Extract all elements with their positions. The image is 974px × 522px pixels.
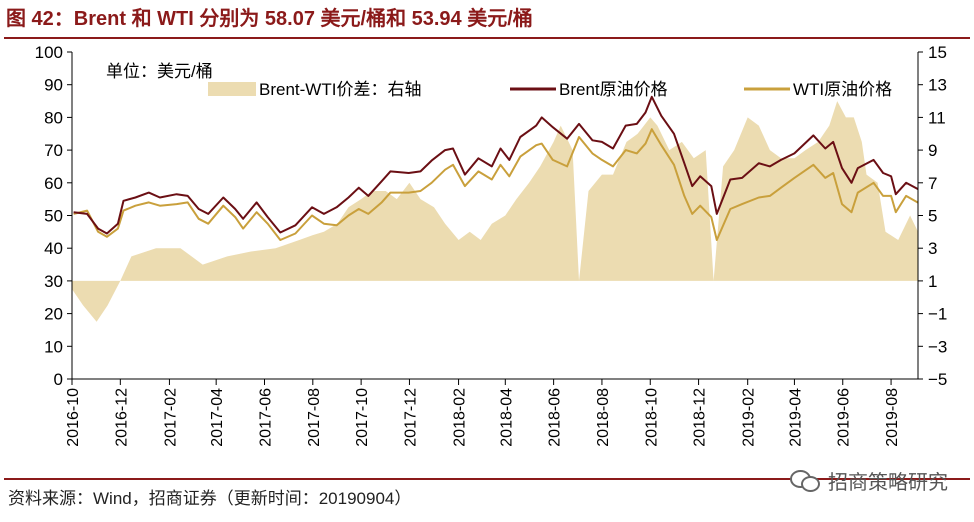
y-right-tick-label: −1: [928, 305, 947, 324]
legend: 单位：美元/桶 Brent-WTI价差：右轴 Brent原油价格 WTI原油价格: [106, 62, 892, 99]
x-tick-label: 2018-02: [452, 388, 469, 447]
y-left-tick-label: 70: [44, 141, 63, 160]
x-tick-label: 2017-08: [306, 388, 323, 447]
legend-label-wti: WTI原油价格: [793, 80, 892, 99]
watermark-text: 招商策略研究: [828, 472, 948, 494]
x-tick-label: 2017-10: [354, 388, 371, 447]
x-tick-label: 2017-04: [209, 388, 226, 447]
x-tick-label: 2017-06: [257, 388, 274, 447]
wechat-icon: [790, 469, 820, 492]
x-tick-label: 2019-04: [787, 388, 804, 447]
y-left-tick-label: 80: [44, 108, 63, 127]
x-tick-label: 2018-06: [547, 388, 564, 447]
x-tick-label: 2018-08: [595, 388, 612, 447]
y-right-tick-label: 11: [928, 108, 946, 127]
x-tick-label: 2016-10: [65, 388, 82, 447]
x-tick-label: 2018-04: [498, 388, 515, 447]
brent-line: [73, 95, 918, 235]
y-right-tick-label: −5: [928, 370, 947, 389]
y-right-tick-label: 15: [928, 43, 947, 62]
spread-area: [72, 101, 918, 322]
x-tick-label: 2019-06: [836, 388, 853, 447]
chart-title: 图 42：Brent 和 WTI 分别为 58.07 美元/桶和 53.94 美…: [6, 8, 533, 30]
x-tick-label: 2016-12: [113, 388, 130, 447]
axes-layer: 0102030405060708090100−5−3−1135791113152…: [35, 43, 948, 447]
y-left-tick-label: 20: [44, 305, 63, 324]
y-left-tick-label: 50: [44, 207, 63, 226]
y-left-tick-label: 100: [35, 43, 63, 62]
x-tick-label: 2018-10: [643, 388, 660, 447]
y-left-tick-label: 90: [44, 76, 63, 95]
y-right-tick-label: 9: [928, 141, 937, 160]
legend-label-spread: Brent-WTI价差：右轴: [259, 80, 421, 99]
y-right-tick-label: 7: [928, 174, 937, 193]
y-right-tick-label: 5: [928, 207, 937, 226]
price-lines-layer: [73, 95, 918, 241]
y-left-tick-label: 0: [54, 370, 63, 389]
legend-label-brent: Brent原油价格: [559, 80, 668, 99]
y-left-tick-label: 30: [44, 272, 63, 291]
source-note: 资料来源：Wind，招商证券（更新时间：20190904）: [8, 489, 412, 508]
footer-rule: [4, 478, 970, 480]
legend-swatch-spread: [208, 82, 256, 96]
x-tick-label: 2019-08: [884, 388, 901, 447]
unit-label: 单位：美元/桶: [106, 62, 213, 81]
watermark: 招商策略研究: [790, 466, 948, 495]
spread-area-layer: [72, 101, 918, 322]
y-right-tick-label: 1: [928, 272, 937, 291]
y-left-tick-label: 10: [44, 337, 63, 356]
y-left-tick-label: 60: [44, 174, 63, 193]
y-right-tick-label: 3: [928, 239, 937, 258]
x-tick-label: 2017-02: [162, 388, 179, 447]
y-right-tick-label: 13: [928, 76, 947, 95]
title-underline: [4, 37, 970, 39]
wti-line: [73, 128, 918, 241]
chart-svg: 0102030405060708090100−5−3−1135791113152…: [35, 43, 948, 447]
y-right-tick-label: −3: [928, 337, 947, 356]
x-tick-label: 2017-12: [402, 388, 419, 447]
x-tick-label: 2019-02: [741, 388, 758, 447]
y-left-tick-label: 40: [44, 239, 63, 258]
x-tick-label: 2018-12: [692, 388, 709, 447]
